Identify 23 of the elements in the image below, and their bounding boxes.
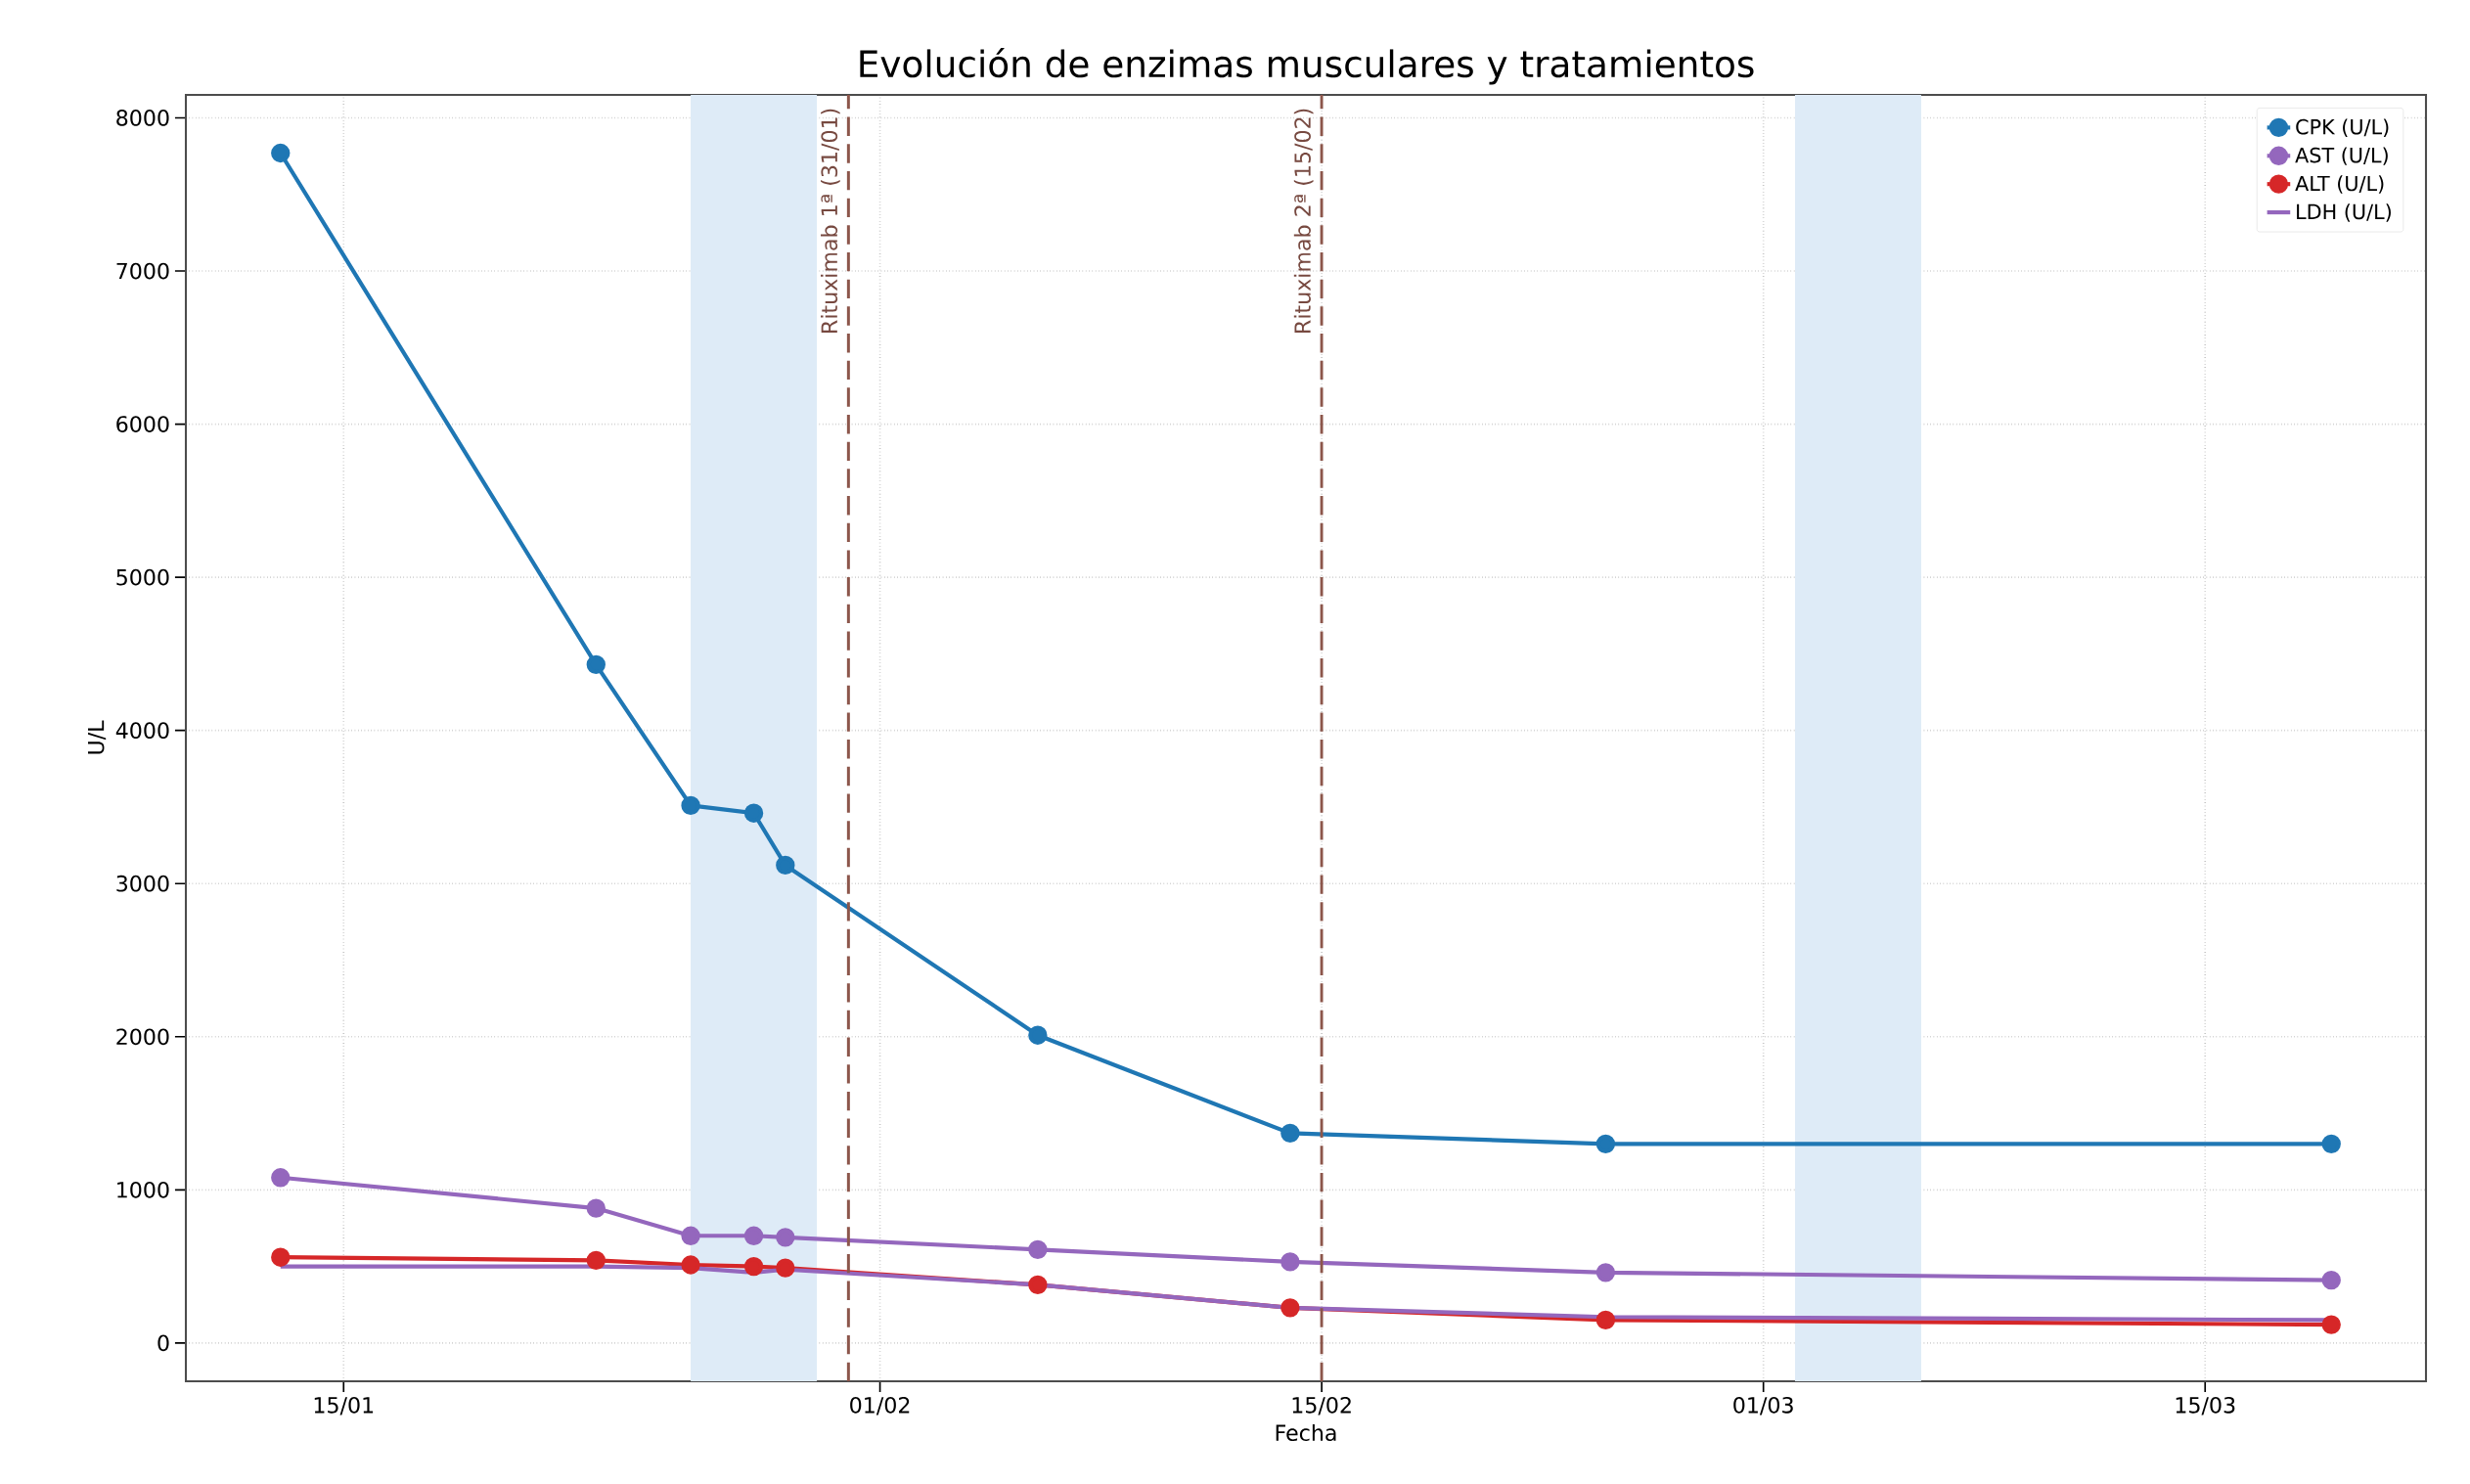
x-tick-label: 15/02 bbox=[1292, 1396, 1351, 1416]
ref-line-label: Rituximab 2ª (15/02) bbox=[1293, 109, 1314, 333]
legend-label: AST (U/L) bbox=[2295, 147, 2388, 165]
y-tick-label: 7000 bbox=[116, 262, 169, 280]
y-tick-label: 0 bbox=[157, 1334, 169, 1352]
y-axis-title: U/L bbox=[88, 720, 107, 754]
x-tick-label: 15/03 bbox=[2176, 1396, 2235, 1416]
x-tick-label: 01/02 bbox=[850, 1396, 910, 1416]
y-tick-label: 5000 bbox=[116, 568, 169, 586]
x-tick-label: 01/03 bbox=[1733, 1396, 1793, 1416]
y-tick-label: 2000 bbox=[116, 1028, 169, 1046]
y-tick-label: 1000 bbox=[117, 1181, 169, 1198]
y-tick-label: 6000 bbox=[116, 416, 169, 432]
chart-title: Evolución de enzimas musculares y tratamientos bbox=[860, 47, 1754, 85]
y-tick-label: 4000 bbox=[115, 722, 169, 740]
legend-label: ALT (U/L) bbox=[2295, 175, 2384, 194]
ref-line-label: Rituximab 1ª (31/01) bbox=[821, 109, 840, 333]
legend-label: LDH (U/L) bbox=[2297, 203, 2391, 222]
x-axis-title: Fecha bbox=[1276, 1423, 1336, 1442]
y-tick-label: 8000 bbox=[116, 110, 169, 126]
y-tick-label: 3000 bbox=[116, 875, 169, 892]
legend-label: CPK (U/L) bbox=[2296, 118, 2389, 137]
x-tick-label: 15/01 bbox=[314, 1396, 374, 1416]
